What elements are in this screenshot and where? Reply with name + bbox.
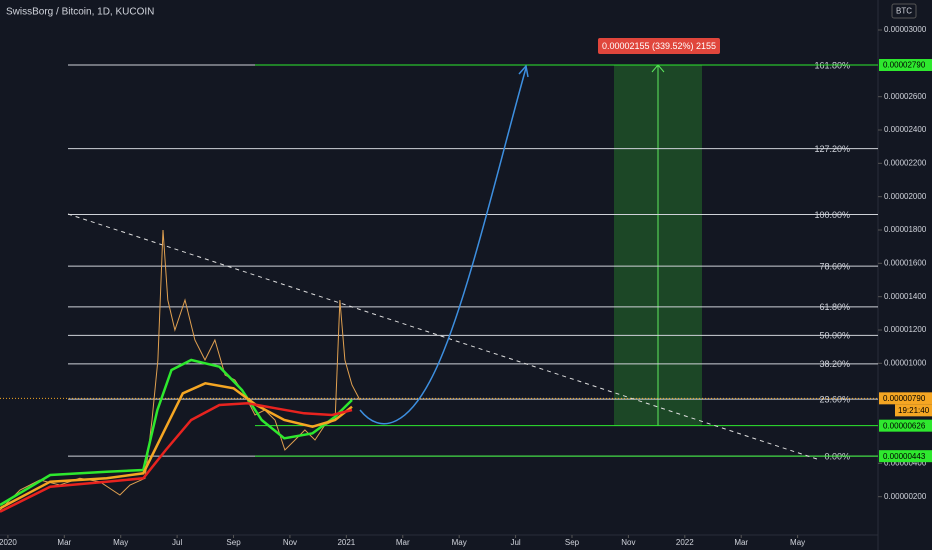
y-tick-label: 0.00001200	[884, 325, 927, 334]
x-tick-label: Sep	[565, 538, 580, 547]
projection	[359, 67, 527, 425]
countdown: 19:21:40	[898, 406, 930, 415]
fib-label: 78.60%	[819, 262, 850, 272]
x-tick-label: Nov	[283, 538, 297, 547]
y-tick-label: 0.00001600	[884, 258, 927, 267]
trendline	[67, 213, 821, 461]
x-tick-label: 2022	[676, 538, 694, 547]
price-label: 0.00002790	[883, 61, 926, 70]
x-tick-label: May	[113, 538, 128, 547]
y-tick-label: 0.00002400	[884, 125, 927, 134]
y-tick-label: 0.00002200	[884, 158, 927, 167]
series-line	[0, 402, 353, 513]
x-tick-label: 2021	[337, 538, 355, 547]
y-tick-label: 0.00003000	[884, 25, 927, 34]
x-tick-label: 2020	[0, 538, 17, 547]
fib-label: 23.60%	[819, 395, 850, 405]
series-line	[0, 382, 353, 510]
price-label: 0.00000790	[883, 394, 926, 403]
price-label: 0.00000626	[883, 421, 926, 430]
x-tick-label: May	[452, 538, 467, 547]
currency[interactable]: BTC	[896, 7, 912, 16]
price-badge	[879, 59, 932, 71]
y-tick-label: 0.00001000	[884, 358, 927, 367]
fib-label: 61.80%	[819, 302, 850, 312]
fib-label: 100.00%	[814, 210, 850, 220]
y-tick-label: 0.00001800	[884, 225, 927, 234]
y-tick-label: 0.00000400	[884, 458, 927, 467]
x-tick-label: Jul	[172, 538, 182, 547]
projection-head	[518, 64, 529, 78]
fib-label: 127.20%	[814, 144, 850, 154]
price-label: 0.00000443	[883, 452, 926, 461]
x-tick-label: Nov	[621, 538, 635, 547]
y-tick-label: 0.00002600	[884, 92, 927, 101]
price-badge	[879, 392, 932, 405]
countdown-badge	[895, 404, 932, 417]
price-badge	[879, 419, 932, 432]
x-tick-label: Mar	[396, 538, 410, 547]
x-tick-label: May	[790, 538, 805, 547]
y-tick-label: 0.00001400	[884, 292, 927, 301]
x-tick-label: Sep	[226, 538, 241, 547]
series-line	[0, 358, 353, 507]
chart-title: SwissBorg / Bitcoin, 1D, KUCOIN	[6, 7, 154, 18]
price-badge	[879, 450, 932, 463]
target-label: 0.00002155 (339.52%) 2155	[602, 41, 716, 51]
target-label-box	[598, 38, 720, 54]
fib-label: 50.00%	[819, 331, 850, 341]
x-tick-label: Mar	[57, 538, 71, 547]
x-tick-label: Jul	[510, 538, 520, 547]
currency-box[interactable]	[891, 3, 917, 19]
fib-label: 38.20%	[819, 359, 850, 369]
y-tick-label: 0.00002000	[884, 192, 927, 201]
x-tick-label: Mar	[734, 538, 748, 547]
y-tick-label: 0.00000200	[884, 492, 927, 501]
series-line	[0, 229, 361, 511]
